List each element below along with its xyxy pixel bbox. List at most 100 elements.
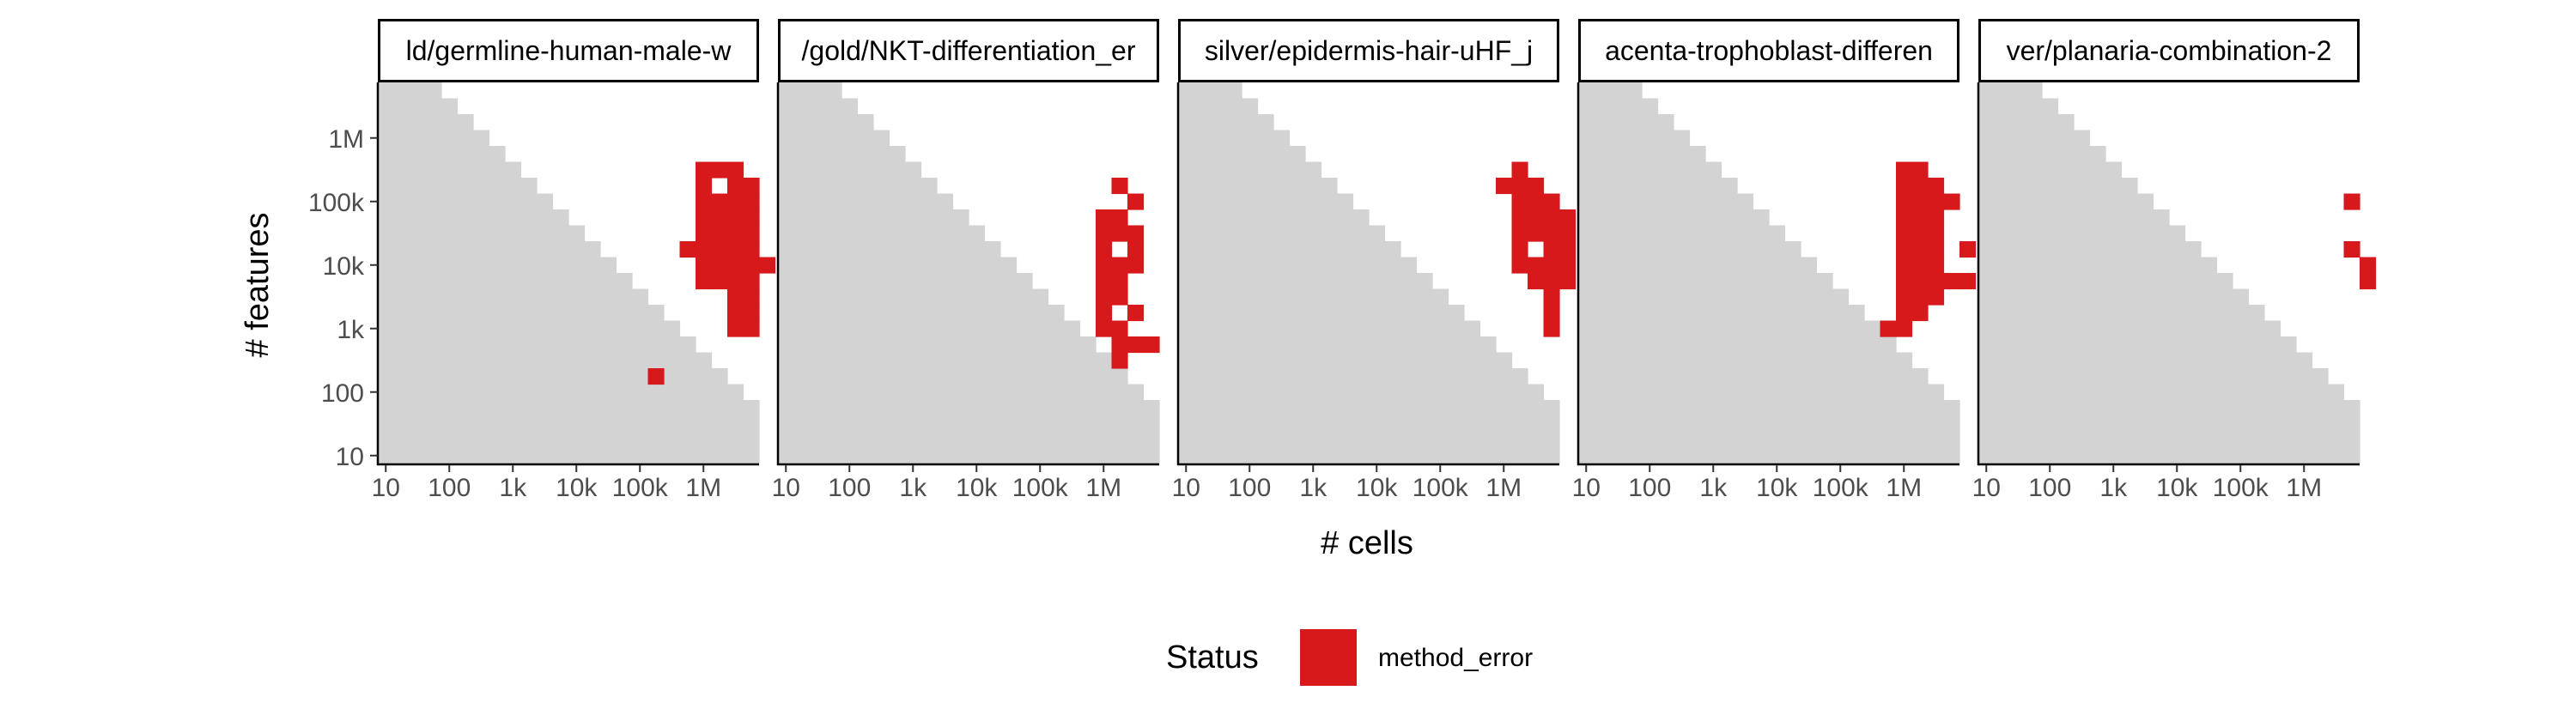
- method-error-cell: [1928, 193, 1945, 210]
- feasible-region-column: [2121, 178, 2138, 464]
- method-error-cell: [727, 288, 744, 306]
- method-error-cell: [2360, 257, 2377, 274]
- facet-panel: ld/germline-human-male-w 10 100 1k 10k 100k 1M…: [308, 19, 776, 502]
- legend: Status method_error: [1166, 629, 1533, 686]
- x-tick-label: 1k: [499, 474, 527, 502]
- method-error-cell: [743, 193, 760, 210]
- x-tick-label: 100: [1228, 474, 1271, 502]
- method-error-cell: [2360, 273, 2377, 290]
- feasible-region-column: [1496, 352, 1513, 464]
- method-error-cell: [1528, 193, 1545, 210]
- y-tick-label: 1M: [328, 125, 364, 154]
- feasible-region-column: [793, 82, 811, 464]
- x-axis-title: # cells: [1321, 525, 1413, 561]
- method-error-cell: [1559, 273, 1577, 290]
- method-error-cell: [727, 178, 744, 195]
- method-error-cell: [743, 257, 760, 274]
- x-tick-label: 10: [372, 474, 400, 502]
- feasible-region-column: [1610, 82, 1627, 464]
- method-error-cell: [1111, 225, 1128, 242]
- method-error-cell: [1559, 209, 1577, 227]
- x-tick-label: 10k: [1356, 474, 1398, 502]
- method-error-cell: [1911, 241, 1929, 258]
- x-tick-label: 1M: [2286, 474, 2322, 502]
- feasible-region-column: [2312, 368, 2329, 464]
- method-error-cell: [1111, 352, 1128, 369]
- feasible-region-column: [1479, 336, 1497, 464]
- feasible-region-column: [1721, 178, 1738, 464]
- x-tick-label: 10k: [556, 474, 598, 502]
- method-error-cell: [1911, 273, 1929, 290]
- method-error-cell: [743, 209, 760, 227]
- feasible-region-column: [1111, 368, 1128, 464]
- feasible-region-column: [489, 146, 506, 464]
- method-error-cell: [1511, 241, 1528, 258]
- feasible-region-column: [1194, 82, 1211, 464]
- method-error-cell: [696, 178, 713, 195]
- feasible-region-column: [1225, 82, 1242, 464]
- method-error-cell: [1511, 209, 1528, 227]
- legend-key-method-error: [1300, 629, 1357, 686]
- feasible-region-column: [1689, 146, 1706, 464]
- x-tick-label: 100k: [1012, 474, 1069, 502]
- x-tick-label: 1M: [1886, 474, 1922, 502]
- feasible-region-column: [584, 241, 601, 464]
- method-error-cell: [1096, 305, 1113, 322]
- x-tick-label: 100: [2028, 474, 2071, 502]
- feasible-region-column: [2233, 288, 2250, 464]
- method-error-cell: [711, 161, 728, 179]
- method-error-cell: [1896, 225, 1913, 242]
- feasible-region-column: [1864, 320, 1881, 464]
- method-error-cell: [743, 241, 760, 258]
- method-error-cell: [1928, 178, 1945, 195]
- feasible-region: [378, 82, 760, 464]
- method-error-cell: [1928, 273, 1945, 290]
- method-error-cell: [1127, 257, 1145, 274]
- method-error-cell: [1911, 305, 1929, 322]
- method-error-cell: [1127, 193, 1145, 210]
- method-error-cell: [1111, 320, 1128, 337]
- method-error-cell: [711, 193, 728, 210]
- feasible-region-column: [425, 82, 442, 464]
- method-error-cell: [1511, 193, 1528, 210]
- feasible-region-column: [1928, 384, 1945, 464]
- feasible-region-column: [2105, 161, 2123, 464]
- method-error-cell: [727, 273, 744, 290]
- feasible-region-column: [889, 146, 906, 464]
- method-error-cell: [711, 209, 728, 227]
- feasible-region-column: [937, 193, 954, 464]
- feasible-region-column: [1642, 98, 1659, 464]
- feasible-region-column: [1210, 82, 1227, 464]
- feasible-region-column: [711, 368, 728, 464]
- y-tick-label: 1k: [337, 316, 365, 344]
- facet-strip: [378, 19, 759, 82]
- method-error-cell: [1559, 257, 1577, 274]
- feasible-region-column: [1543, 400, 1560, 464]
- method-error-cell: [743, 178, 760, 195]
- facet-panel: acenta-trophoblast-differen 10 100 1k 10k 100…: [1572, 19, 1977, 502]
- method-error-cell: [1896, 193, 1913, 210]
- method-error-cell: [1543, 241, 1560, 258]
- method-error-cell: [727, 225, 744, 242]
- x-tick-label: 100: [428, 474, 471, 502]
- method-error-cell: [696, 209, 713, 227]
- method-error-cell: [1896, 241, 1913, 258]
- feasible-region-column: [2010, 82, 2027, 464]
- method-error-cell: [1096, 273, 1113, 290]
- method-error-cell: [647, 368, 665, 385]
- method-error-cell: [1959, 273, 1977, 290]
- method-error-cell: [1543, 257, 1560, 274]
- feasible-region-column: [1000, 257, 1018, 464]
- method-error-cell: [1896, 288, 1913, 306]
- method-error-cell: [1543, 273, 1560, 290]
- x-tick-label: 10: [772, 474, 800, 502]
- feasible-region-column: [1321, 178, 1338, 464]
- feasible-region-column: [1801, 257, 1818, 464]
- feasible-region-column: [378, 82, 395, 464]
- feasible-region-column: [2026, 82, 2043, 464]
- feasible-region-column: [664, 320, 681, 464]
- facet-strip-label: ver/planaria-combination-2: [2007, 35, 2332, 66]
- method-error-cell: [711, 225, 728, 242]
- feasible-region-column: [2296, 352, 2313, 464]
- feasible-region-column: [857, 114, 874, 464]
